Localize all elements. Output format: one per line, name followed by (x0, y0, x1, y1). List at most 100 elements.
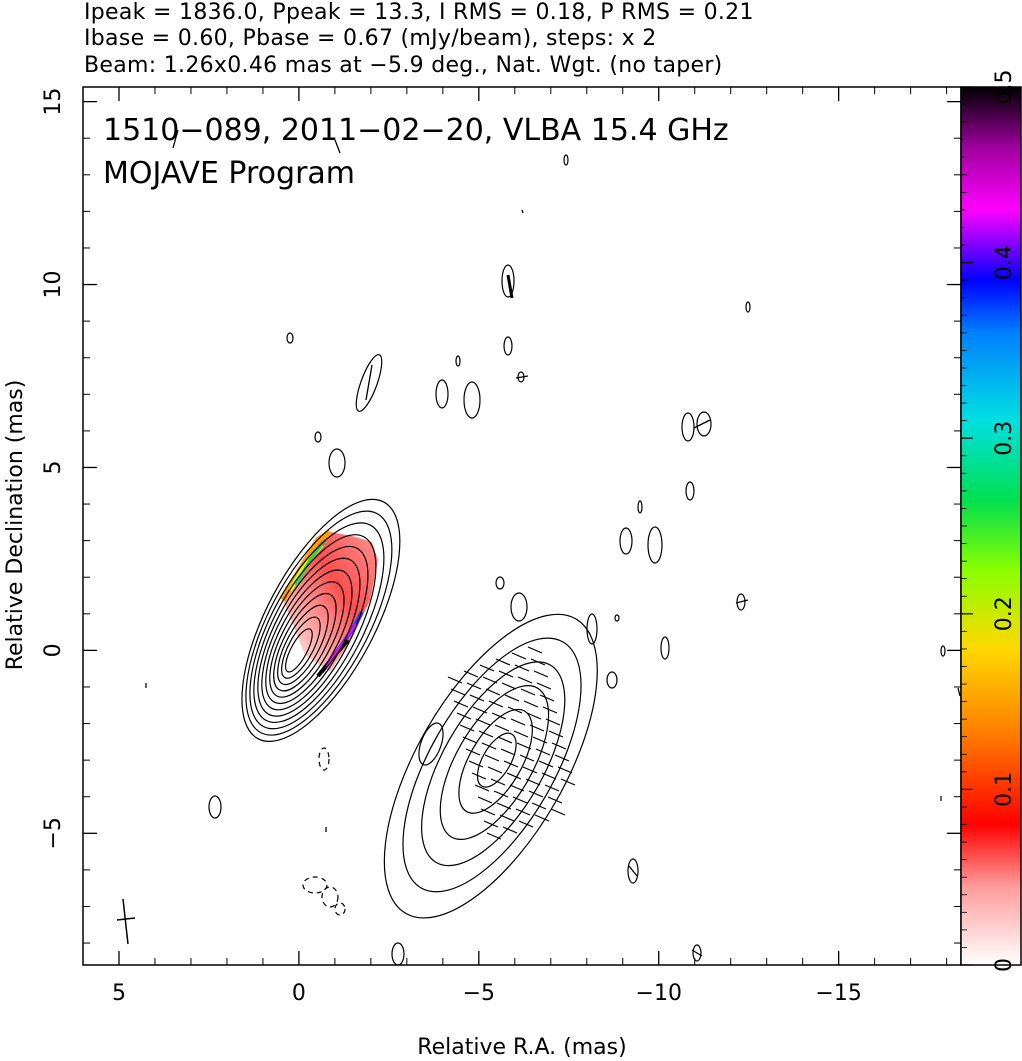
polarization-vector (500, 748, 516, 756)
x-tick-label: 0 (292, 981, 306, 1006)
polarization-vector (538, 760, 554, 768)
y-tick-label: −5 (41, 817, 66, 849)
polarization-vector (453, 700, 469, 708)
polarization-vector (488, 700, 504, 708)
polarization-vector (530, 658, 546, 666)
polarization-vector (504, 694, 520, 702)
polarization-vector (480, 808, 496, 816)
polarization-vector (497, 736, 513, 744)
jet-contour (383, 613, 598, 919)
header-line-2: Ibase = 0.60, Pbase = 0.67 (mJy/beam), s… (84, 26, 657, 51)
polarization-vector (548, 730, 564, 738)
core-contour (261, 557, 361, 711)
polarization-vector (528, 790, 544, 798)
colorbar-tick-label: 0 (992, 958, 1017, 972)
polarization-vector (450, 688, 466, 696)
polarization-vector (463, 670, 479, 678)
small-vectors (172, 129, 961, 957)
polarization-vector (560, 778, 576, 786)
y-tick-label: 15 (41, 88, 66, 116)
polarization-vector (536, 682, 552, 690)
polarization-vector (517, 676, 533, 684)
polarization-vector (487, 766, 503, 774)
polarization-vector (535, 748, 551, 756)
polarization-vector (514, 664, 530, 672)
polarization-vector (547, 796, 563, 804)
core-contour (257, 545, 369, 717)
polarization-vector (475, 718, 491, 726)
misc-dots (145, 683, 942, 801)
core-contour (285, 628, 313, 673)
polarization-vector (515, 808, 531, 816)
polarization-vector (554, 754, 570, 762)
jet-contours (383, 613, 598, 919)
jet-contour (421, 661, 566, 867)
polarization-vector (462, 736, 478, 744)
polarization-vector (477, 796, 493, 804)
colorbar-tick-label: 0.1 (992, 772, 1017, 807)
polarization-vector (533, 670, 549, 678)
core-contour (265, 569, 353, 705)
polarization-vector (539, 694, 555, 702)
x-tick-label: −15 (815, 981, 861, 1006)
colorbar-tick-label: 0.4 (992, 245, 1017, 280)
header-line-3: Beam: 1.26x0.46 mas at −5.9 deg., Nat. W… (84, 53, 723, 78)
polarization-vector (498, 670, 514, 678)
y-tick-label: 10 (41, 271, 66, 299)
polarization-vector (551, 742, 567, 750)
polarization-vector (466, 682, 482, 690)
core-contour (249, 522, 385, 730)
core-contour (253, 534, 377, 724)
core-contours (241, 498, 401, 742)
x-tick-label: 5 (112, 981, 126, 1006)
polarization-vector (485, 688, 501, 696)
polarization-vector (501, 682, 517, 690)
polarization-vector (531, 802, 547, 810)
polarization-vector (522, 766, 538, 774)
polarization-vector (490, 778, 506, 786)
polarization-vector (494, 724, 510, 732)
polarization-vector (525, 778, 541, 786)
noise-contours (208, 154, 946, 966)
x-axis-label: Relative R.A. (mas) (417, 1035, 626, 1060)
polarization-vector (513, 730, 529, 738)
polarization-vector (459, 724, 475, 732)
polarization-vector (542, 706, 558, 714)
polarization-vector (545, 718, 561, 726)
y-axis-label: Relative Declination (mas) (3, 380, 28, 671)
colorbar (960, 86, 1022, 966)
polarization-vector (544, 784, 560, 792)
colorbar-tick-label: 0.3 (992, 421, 1017, 456)
polarization-vector (518, 820, 534, 828)
x-tick-label: −10 (636, 981, 682, 1006)
polarization-vector (482, 676, 498, 684)
polarization-vector (557, 766, 573, 774)
polarization-vector (478, 730, 494, 738)
polarization-vector (526, 712, 542, 720)
polarization-vector (523, 700, 539, 708)
polarization-vector (484, 754, 500, 762)
polarization-vector (472, 706, 488, 714)
polarization-vector (507, 706, 523, 714)
polarization-vector (499, 814, 515, 822)
jet-contour (402, 637, 582, 893)
core-contour (269, 581, 345, 698)
jet-contour (476, 732, 517, 788)
polarization-vector (534, 814, 550, 822)
polarization-vector (483, 820, 499, 828)
polarization-vector (510, 718, 526, 726)
polarization-vector (474, 784, 490, 792)
core-contour (277, 604, 329, 686)
polarization-vector (550, 808, 566, 816)
polarization-vector (532, 736, 548, 744)
polarization-vector (502, 826, 518, 834)
polarization-vector (491, 712, 507, 720)
polarization-vector (486, 832, 502, 840)
core-contour (281, 616, 321, 679)
core-contour (245, 510, 393, 736)
plot-frame (82, 86, 962, 966)
core-contour (241, 498, 401, 742)
polarization-vector (496, 802, 512, 810)
axes: 5 0 −5 −10 −15 15 10 5 0 −5 (41, 87, 961, 1006)
polarization-vector (516, 742, 532, 750)
